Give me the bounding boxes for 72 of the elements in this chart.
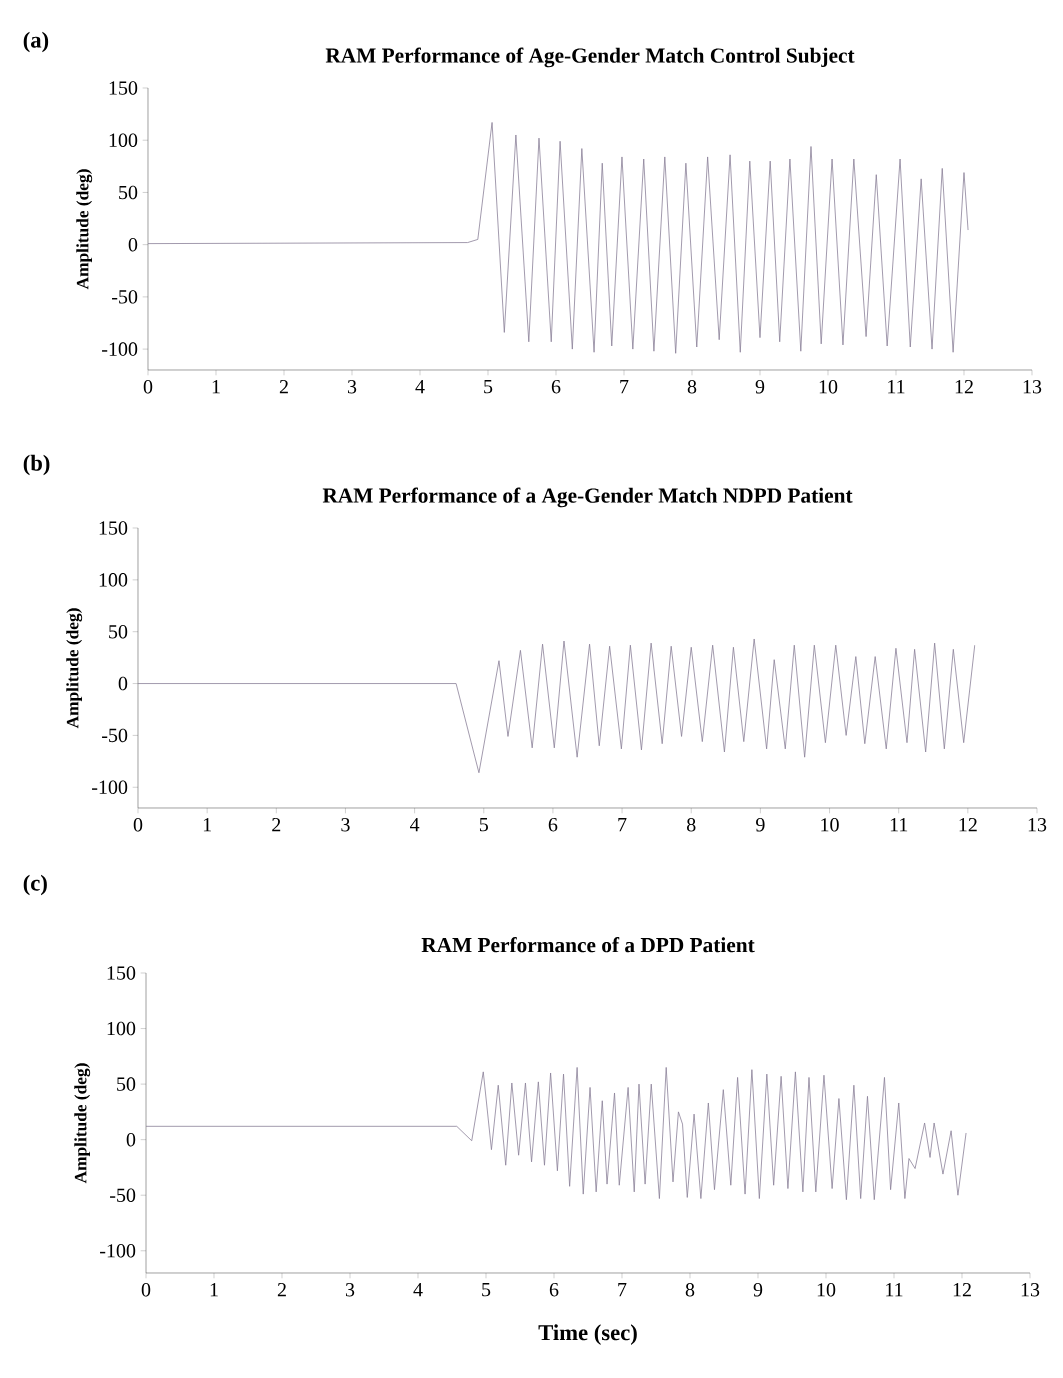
x-tick-label: 4 [415, 380, 425, 394]
y-tick-label: 100 [99, 573, 128, 587]
y-tick-label: -50 [102, 728, 128, 743]
x-tick-label: 5 [479, 818, 488, 832]
x-tick-label: 10 [821, 818, 839, 832]
x-tick-label: 8 [685, 1283, 695, 1297]
x-tick-label: 2 [272, 818, 281, 832]
x-tick-label: 13 [1023, 380, 1042, 394]
y-tick-label: -100 [100, 1244, 136, 1258]
x-tick-label: 3 [345, 1283, 355, 1297]
y-tick-label: 50 [117, 1077, 136, 1091]
chart-title: RAM Performance of a DPD Patient [421, 937, 755, 953]
x-tick-label: 12 [955, 380, 973, 394]
y-tick-label: 0 [126, 1132, 136, 1147]
y-tick-label: 50 [119, 185, 138, 200]
y-tick-label: -50 [112, 290, 138, 304]
text: (b) [23, 454, 50, 476]
x-tick-label: 0 [143, 380, 153, 394]
x-tick-label: 11 [888, 380, 905, 394]
y-tick-label: -100 [102, 342, 138, 356]
x-tick-label: 1 [210, 1283, 218, 1297]
x-tick-label: 12 [953, 1283, 971, 1297]
chart-title: RAM Performance of Age-Gender Match Control Subject [325, 47, 855, 68]
text: (c) [23, 874, 47, 896]
y-axis-title: Amplitude (deg) [66, 608, 83, 729]
y-tick-label: 150 [107, 966, 136, 980]
x-tick-label: 2 [279, 380, 288, 394]
y-tick-label: -50 [110, 1188, 136, 1202]
x-tick-label: 10 [817, 1283, 836, 1297]
line-series [138, 638, 976, 774]
text: (a) [23, 31, 49, 53]
x-tick-label: 7 [618, 818, 627, 832]
line-series [146, 1067, 967, 1201]
y-tick-label: 0 [118, 676, 128, 691]
x-tick-label: 2 [277, 1283, 286, 1297]
x-tick-label: 8 [687, 380, 697, 394]
y-tick-label: 100 [107, 1021, 136, 1036]
x-tick-label: 13 [1021, 1283, 1040, 1297]
y-tick-label: 50 [109, 624, 128, 639]
x-tick-label: 4 [410, 818, 420, 832]
chart-title: RAM Performance of a Age-Gender Match NDPD Patient [322, 487, 853, 508]
line-series [148, 122, 969, 354]
x-tick-label: 13 [1028, 818, 1047, 832]
x-tick-label: 6 [548, 818, 558, 832]
x-tick-label: 9 [755, 380, 765, 394]
y-tick-label: 0 [128, 237, 138, 252]
y-axis-title: Amplitude (deg) [76, 169, 93, 290]
y-tick-label: 100 [109, 133, 138, 147]
y-axis-title: Amplitude (deg) [74, 1063, 91, 1184]
x-tick-label: 8 [686, 818, 696, 832]
x-tick-label: 6 [551, 380, 561, 394]
y-tick-label: 150 [109, 81, 138, 95]
x-tick-label: 11 [886, 1283, 903, 1297]
x-tick-label: 3 [341, 818, 350, 832]
x-tick-label: 4 [413, 1283, 423, 1297]
x-tick-label: 5 [482, 1283, 491, 1297]
y-tick-label: -100 [92, 780, 128, 794]
x-tick-label: 1 [212, 380, 220, 394]
x-tick-label: 12 [959, 818, 977, 832]
x-tick-label: 1 [203, 818, 211, 832]
x-tick-label: 3 [347, 380, 357, 394]
y-tick-label: 150 [99, 521, 128, 535]
x-axis-title: Time (sec) [538, 1324, 637, 1345]
x-tick-label: 9 [753, 1283, 763, 1297]
x-tick-label: 5 [484, 380, 493, 394]
x-tick-label: 7 [620, 380, 629, 394]
x-tick-label: 0 [141, 1283, 151, 1297]
x-tick-label: 9 [756, 818, 765, 832]
x-tick-label: 10 [819, 380, 838, 394]
x-tick-label: 6 [549, 1283, 559, 1297]
x-tick-label: 7 [618, 1283, 627, 1297]
x-tick-label: 11 [890, 818, 908, 832]
